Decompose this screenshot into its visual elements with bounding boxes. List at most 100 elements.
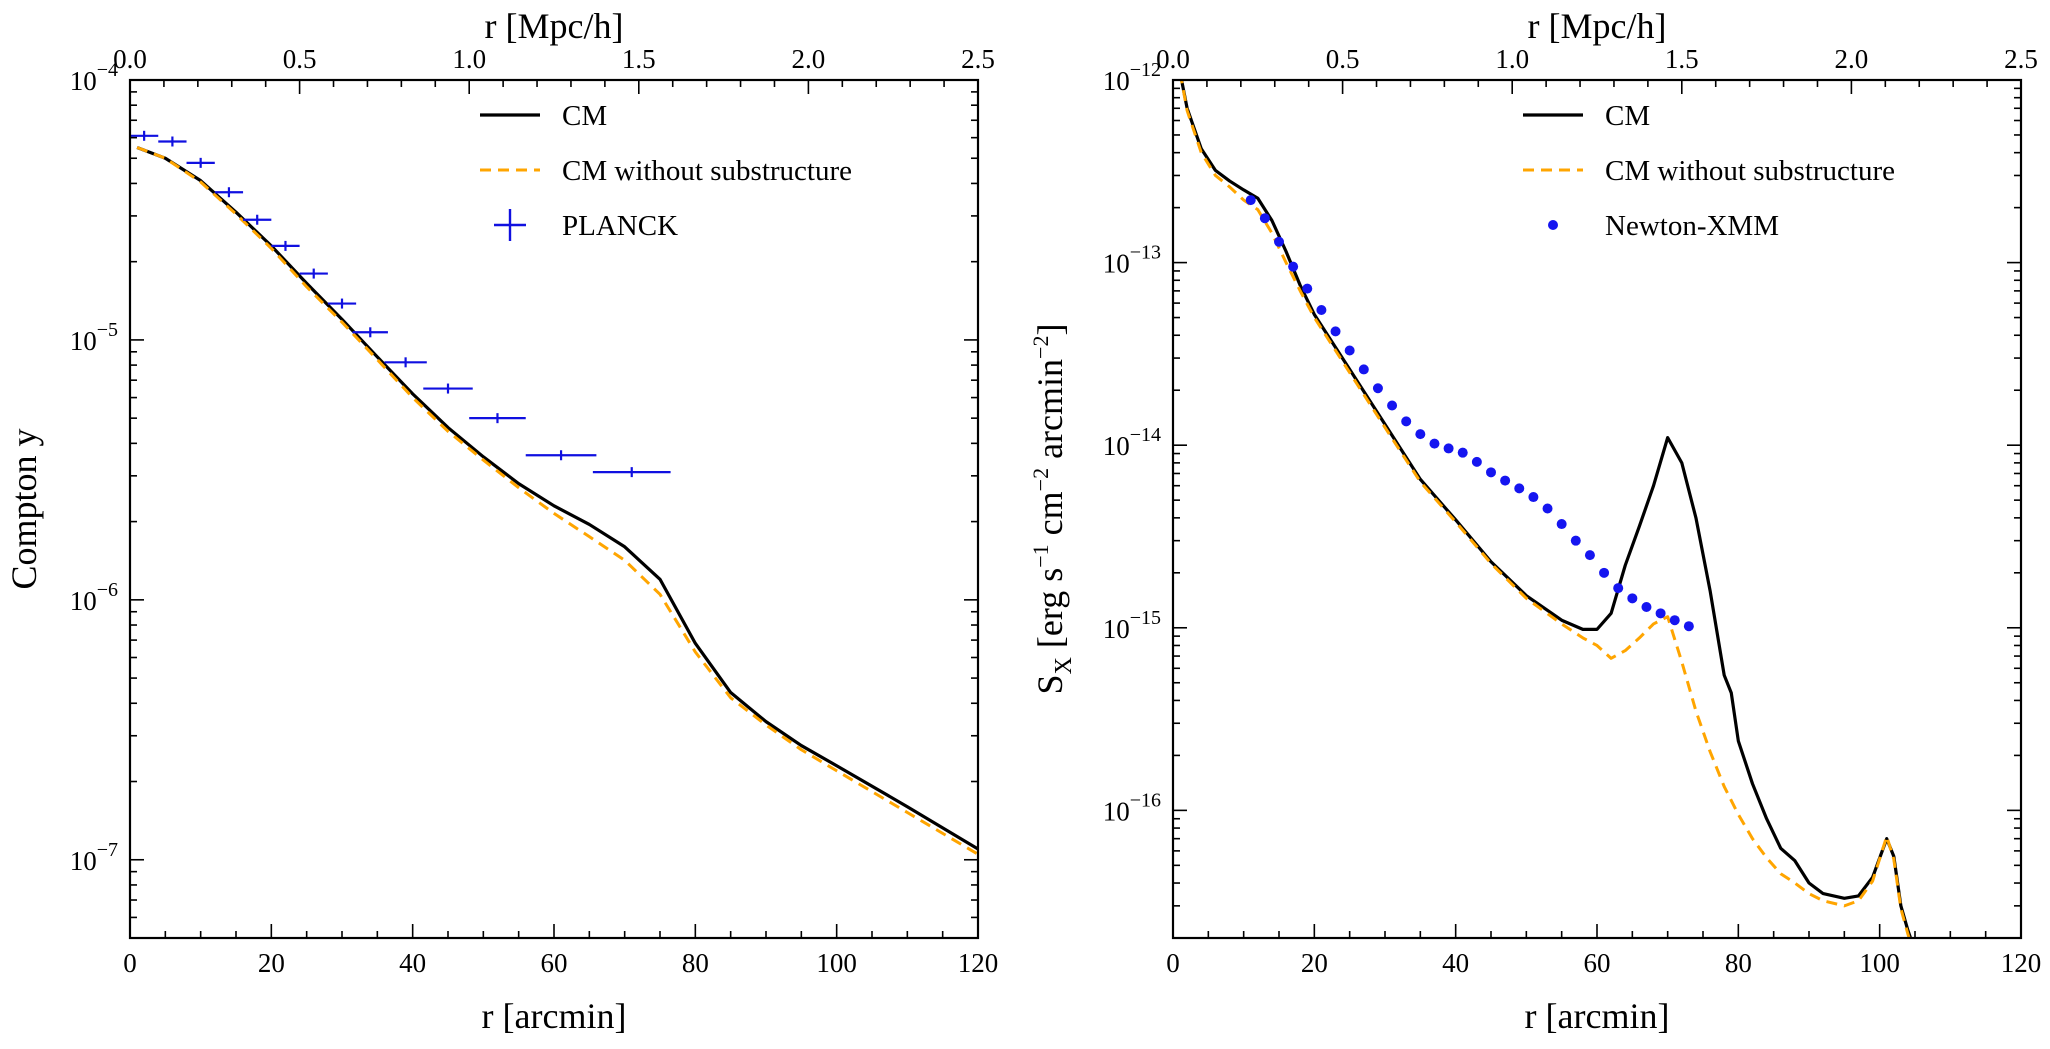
left-series-planck-point: [243, 214, 272, 225]
x2-tick-label: 2.0: [1835, 44, 1869, 74]
x-tick-label: 0: [1166, 948, 1180, 978]
right-series-newton-xmm-point: [1387, 400, 1398, 411]
x-tick-label: 60: [1584, 948, 1611, 978]
legend-label: PLANCK: [562, 210, 678, 242]
y-tick-label: 10−5: [70, 319, 118, 356]
right-series-newton-xmm-point: [1500, 475, 1511, 486]
legend-label: Newton-XMM: [1605, 210, 1779, 242]
left-series-planck-point: [186, 157, 215, 168]
right-series-newton-xmm-point: [1288, 261, 1299, 272]
x2-tick-label: 0.0: [1156, 44, 1190, 74]
right-series-newton-xmm-point: [1584, 550, 1595, 561]
x2-tick-label: 0.0: [113, 44, 147, 74]
legend-swatch-dot: [1548, 220, 1558, 230]
left-ticks: 0 20 40 60 80 100 120 0.0 0.5 1.0 1.5 2.0 2.5 10−4 10−…: [70, 44, 999, 978]
y-tick-label: 10−16: [1103, 789, 1161, 826]
x-tick-label: 40: [399, 948, 426, 978]
right-legend: CM CM without substructure Newton-XMM: [1523, 100, 1895, 242]
right-series-cm-without-substructure-line: [1179, 80, 1911, 938]
right-series-newton-xmm-point: [1641, 601, 1652, 612]
l-series-group: [130, 130, 978, 856]
right-series-newton-xmm-point: [1259, 213, 1270, 224]
legend-entry: CM without substructure: [1523, 155, 1895, 187]
right-series-newton-xmm-point: [1429, 438, 1440, 449]
right-series-newton-xmm-point: [1627, 593, 1638, 604]
right-series-newton-xmm-point: [1457, 447, 1468, 458]
left-series-planck-point: [158, 136, 187, 147]
x2-tick-label: 0.5: [283, 44, 317, 74]
left-series-planck-point: [352, 327, 388, 338]
right-top-x-axis-label: r [Mpc/h]: [1528, 6, 1667, 46]
right-axes-frame: [1171, 78, 2023, 940]
y-tick-label: 10−15: [1103, 607, 1161, 644]
left-series-planck-point: [299, 268, 328, 279]
x2-tick-label: 2.5: [961, 44, 995, 74]
r-series-group: [1179, 80, 1913, 938]
x2-tick-label: 2.0: [792, 44, 826, 74]
right-series-newton-xmm-point: [1274, 236, 1284, 247]
left-series-cm-line: [136, 145, 978, 851]
x2-tick-label: 1.5: [622, 44, 656, 74]
right-series-newton-xmm-point: [1683, 621, 1694, 632]
x-tick-label: 120: [2001, 948, 2042, 978]
left-series-cm-without-substructure-line: [136, 146, 978, 856]
right-series-newton-xmm-point: [1613, 583, 1624, 594]
x-tick-label: 0: [123, 948, 137, 978]
left-series-planck-point: [525, 450, 597, 461]
y-tick-label: 10−12: [1103, 59, 1161, 96]
right-series-newton-xmm-point: [1330, 326, 1341, 337]
left-series-planck-point: [469, 413, 526, 424]
x-tick-label: 120: [958, 948, 999, 978]
left-legend: CM CM without substructure PLANCK: [480, 100, 852, 242]
legend-label: CM: [562, 100, 607, 132]
x-tick-label: 40: [1442, 948, 1469, 978]
legend-entry: CM without substructure: [480, 155, 852, 187]
right-series-newton-xmm-point: [1669, 615, 1680, 626]
x2-tick-label: 1.0: [1495, 44, 1529, 74]
right-y-axis-label: SX [erg s−1 cm−2 arcmin−2]: [1028, 324, 1077, 695]
x-tick-label: 20: [1301, 948, 1328, 978]
x-tick-label: 20: [258, 948, 285, 978]
legend-label: CM: [1605, 100, 1650, 132]
left-series-planck-point: [271, 240, 300, 251]
x-tick-label: 100: [816, 948, 857, 978]
y-tick-label: 10−14: [1103, 424, 1161, 461]
left-series-planck-point: [592, 467, 671, 478]
x2-tick-label: 1.0: [452, 44, 486, 74]
x-tick-label: 60: [541, 948, 568, 978]
right-series-newton-xmm-point: [1372, 383, 1383, 394]
left-series-planck-point: [384, 357, 427, 368]
right-plot-area: [1179, 80, 1913, 938]
left-axes-frame: [128, 78, 980, 940]
left-series-planck-point: [130, 130, 159, 141]
right-series-newton-xmm-point: [1415, 429, 1426, 440]
x-tick-label: 80: [1725, 948, 1752, 978]
legend-label: CM without substructure: [562, 155, 852, 187]
legend-entry: CM: [480, 100, 607, 132]
right-series-newton-xmm-point: [1486, 467, 1496, 478]
right-series-newton-xmm-point: [1316, 305, 1327, 316]
right-panel: 0 20 40 60 80 100 120 0.0 0.5 1.0 1.5 2.0 2.5 10−12 10…: [1028, 6, 2041, 1036]
right-series-newton-xmm-point: [1599, 567, 1610, 578]
right-series-newton-xmm-point: [1471, 456, 1482, 467]
x2-tick-label: 0.5: [1326, 44, 1360, 74]
left-x-axis-label: r [arcmin]: [482, 996, 627, 1036]
x2-tick-label: 2.5: [2004, 44, 2038, 74]
right-series-newton-xmm-point: [1514, 483, 1525, 494]
y-tick-label: 10−6: [70, 579, 118, 616]
y-tick-label: 10−13: [1103, 242, 1161, 279]
right-x-axis-label: r [arcmin]: [1525, 996, 1670, 1036]
right-series-newton-xmm-point: [1344, 345, 1355, 356]
x-tick-label: 80: [682, 948, 709, 978]
left-series-planck-point: [214, 187, 244, 198]
left-series-planck-point: [327, 298, 357, 309]
left-top-x-axis-label: r [Mpc/h]: [485, 6, 624, 46]
left-panel: 0 20 40 60 80 100 120 0.0 0.5 1.0 1.5 2.0 2.5 10−4 10−…: [4, 6, 998, 1036]
right-series-newton-xmm-point: [1443, 443, 1454, 454]
legend-entry: Newton-XMM: [1548, 210, 1779, 242]
right-ticks: 0 20 40 60 80 100 120 0.0 0.5 1.0 1.5 2.0 2.5 10−12 10…: [1103, 44, 2042, 978]
right-series-cm-line: [1179, 80, 1913, 938]
y-tick-label: 10−7: [70, 839, 118, 876]
right-series-newton-xmm-point: [1655, 608, 1666, 619]
